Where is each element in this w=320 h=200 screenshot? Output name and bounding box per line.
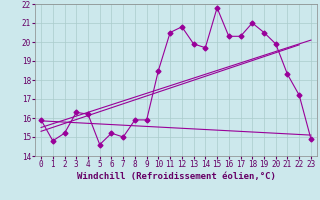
X-axis label: Windchill (Refroidissement éolien,°C): Windchill (Refroidissement éolien,°C) [76,172,276,181]
